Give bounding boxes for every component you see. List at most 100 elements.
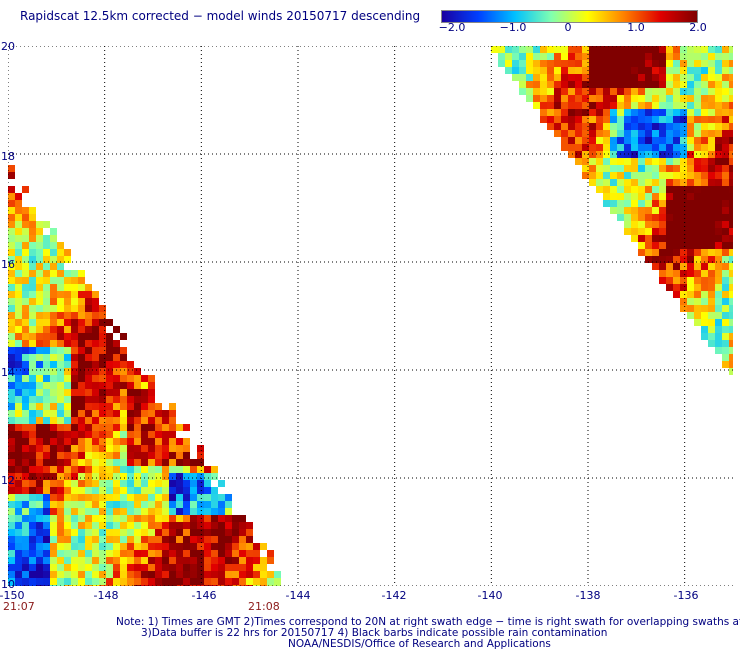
wind-diff-cell (519, 46, 526, 53)
wind-diff-cell (225, 522, 232, 529)
wind-diff-cell (148, 382, 155, 389)
wind-diff-cell (127, 571, 134, 578)
wind-diff-cell (645, 144, 652, 151)
wind-diff-cell (162, 564, 169, 571)
wind-diff-cell (106, 389, 113, 396)
wind-diff-cell (169, 543, 176, 550)
wind-diff-cell (120, 515, 127, 522)
wind-diff-cell (547, 74, 554, 81)
wind-diff-cell (141, 487, 148, 494)
wind-diff-cell (113, 354, 120, 361)
wind-diff-cell (127, 452, 134, 459)
wind-diff-cell (701, 53, 708, 60)
wind-diff-cell (666, 46, 673, 53)
wind-diff-cell (127, 550, 134, 557)
wind-diff-cell (610, 88, 617, 95)
wind-diff-cell (169, 508, 176, 515)
wind-diff-cell (8, 382, 15, 389)
wind-diff-cell (715, 165, 722, 172)
wind-diff-cell (666, 137, 673, 144)
wind-diff-cell (589, 102, 596, 109)
footnote-line-3: NOAA/NESDIS/Office of Research and Appli… (288, 638, 551, 650)
wind-diff-cell (680, 291, 687, 298)
wind-diff-cell (127, 389, 134, 396)
wind-diff-cell (624, 228, 631, 235)
wind-diff-cell (638, 137, 645, 144)
wind-diff-cell (22, 466, 29, 473)
wind-diff-cell (92, 298, 99, 305)
wind-diff-cell (540, 116, 547, 123)
wind-diff-cell (596, 130, 603, 137)
wind-diff-cell (85, 298, 92, 305)
wind-diff-cell (512, 67, 519, 74)
wind-diff-cell (694, 214, 701, 221)
wind-diff-cell (540, 60, 547, 67)
wind-diff-cell (694, 53, 701, 60)
wind-diff-cell (8, 312, 15, 319)
wind-diff-cell (645, 200, 652, 207)
wind-diff-cell (127, 466, 134, 473)
wind-diff-cell (155, 438, 162, 445)
wind-diff-cell (708, 242, 715, 249)
wind-diff-cell (8, 410, 15, 417)
wind-diff-cell (141, 452, 148, 459)
wind-diff-cell (659, 270, 666, 277)
wind-diff-cell (722, 277, 729, 284)
wind-diff-cell (43, 270, 50, 277)
wind-diff-cell (92, 403, 99, 410)
wind-diff-cell (99, 557, 106, 564)
wind-diff-cell (701, 172, 708, 179)
wind-diff-cell (246, 536, 253, 543)
wind-diff-cell (603, 53, 610, 60)
wind-diff-cell (50, 431, 57, 438)
wind-diff-cell (50, 326, 57, 333)
wind-diff-cell (8, 291, 15, 298)
wind-diff-cell (92, 326, 99, 333)
wind-diff-cell (92, 417, 99, 424)
wind-diff-cell (218, 550, 225, 557)
wind-diff-cell (78, 473, 85, 480)
wind-diff-cell (85, 403, 92, 410)
wind-diff-cell (141, 445, 148, 452)
wind-diff-cell (57, 312, 64, 319)
wind-diff-cell (78, 543, 85, 550)
wind-diff-cell (127, 543, 134, 550)
wind-diff-cell (43, 242, 50, 249)
wind-diff-cell (708, 88, 715, 95)
wind-diff-cell (183, 529, 190, 536)
wind-diff-cell (64, 284, 71, 291)
wind-diff-cell (652, 74, 659, 81)
wind-diff-cell (43, 557, 50, 564)
wind-diff-cell (610, 137, 617, 144)
wind-diff-cell (106, 473, 113, 480)
wind-diff-cell (610, 67, 617, 74)
wind-diff-cell (603, 46, 610, 53)
wind-diff-cell (568, 130, 575, 137)
wind-diff-cell (680, 228, 687, 235)
wind-diff-cell (617, 130, 624, 137)
wind-diff-cell (29, 445, 36, 452)
wind-diff-cell (8, 270, 15, 277)
wind-diff-cell (85, 340, 92, 347)
wind-diff-cell (687, 179, 694, 186)
wind-diff-cell (260, 564, 267, 571)
wind-diff-cell (680, 60, 687, 67)
wind-diff-cell (8, 319, 15, 326)
wind-diff-cell (666, 81, 673, 88)
wind-diff-cell (57, 284, 64, 291)
wind-diff-cell (148, 452, 155, 459)
wind-diff-cell (64, 277, 71, 284)
wind-diff-cell (148, 417, 155, 424)
wind-diff-cell (666, 270, 673, 277)
wind-diff-cell (15, 501, 22, 508)
wind-diff-cell (29, 473, 36, 480)
wind-diff-cell (36, 487, 43, 494)
wind-diff-cell (71, 347, 78, 354)
wind-diff-cell (624, 95, 631, 102)
wind-diff-cell (652, 88, 659, 95)
wind-diff-cell (680, 186, 687, 193)
wind-diff-cell (239, 578, 246, 585)
wind-diff-cell (29, 410, 36, 417)
wind-diff-cell (589, 81, 596, 88)
wind-diff-cell (652, 263, 659, 270)
